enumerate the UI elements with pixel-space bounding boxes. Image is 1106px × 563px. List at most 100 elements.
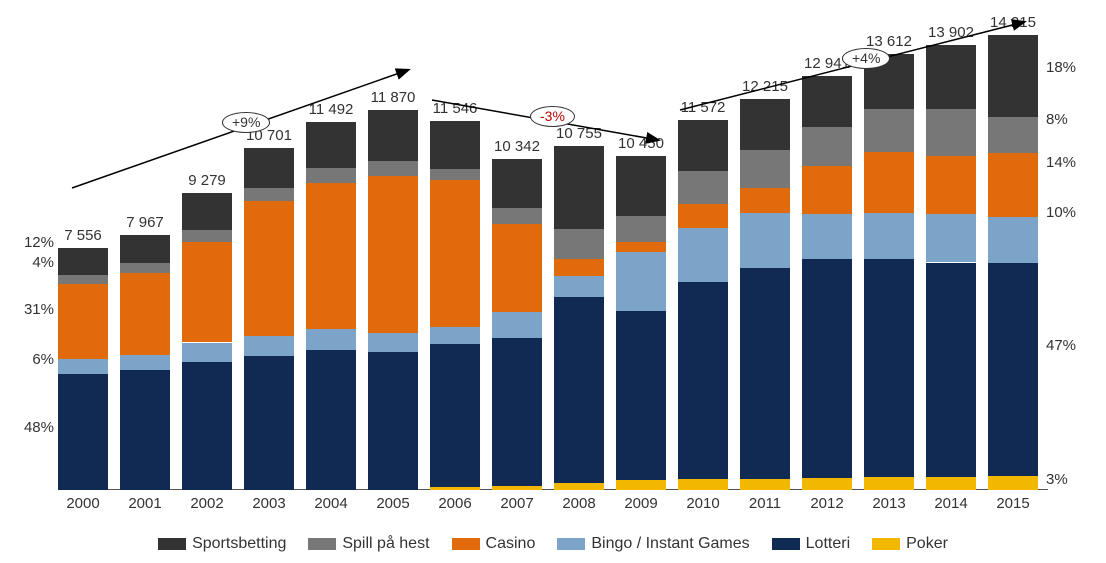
segment-sports [678,120,728,171]
segment-sports [740,99,790,150]
legend-label: Sportsbetting [192,535,286,553]
bar-total-label: 11 870 [371,89,416,106]
bar-2000: 7 556 [58,248,108,490]
pct-label-right: 14% [1046,154,1076,171]
pct-label-left: 48% [24,419,54,436]
segment-sports [492,159,542,208]
xtick-label: 2006 [438,495,471,512]
bar-2013: 13 612 [864,54,914,490]
segment-horse [926,109,976,156]
segment-horse [368,161,418,176]
segment-poker [740,479,790,490]
segment-sports [988,35,1038,117]
legend-label: Bingo / Instant Games [591,535,749,553]
segment-horse [864,109,914,153]
bar-2006: 11 546 [430,121,480,490]
bar-2002: 9 279 [182,193,232,490]
segment-horse [802,127,852,166]
segment-sports [120,235,170,263]
xtick-label: 2004 [314,495,347,512]
segment-casino [430,180,480,328]
segment-casino [306,183,356,329]
segment-sports [182,193,232,230]
trend-callout: +9% [222,112,270,133]
segment-bingo [58,359,108,373]
bar-total-label: 10 450 [618,135,664,152]
bar-2011: 12 215 [740,99,790,490]
pct-label-right: 3% [1046,471,1068,488]
segment-bingo [430,327,480,344]
segment-lotteri [182,362,232,490]
segment-horse [58,275,108,285]
segment-poker [802,478,852,490]
segment-horse [306,168,356,183]
segment-bingo [616,252,666,311]
bar-total-label: 7 967 [126,214,164,231]
segment-horse [182,230,232,242]
legend-item-poker: Poker [872,535,948,553]
bar-2004: 11 492 [306,122,356,490]
stacked-bar-chart: 7 5567 9679 27910 70111 49211 87011 5461… [0,0,1106,563]
segment-lotteri [802,259,852,478]
segment-bingo [678,228,728,282]
xtick-label: 2002 [190,495,223,512]
bar-2014: 13 902 [926,45,976,490]
segment-bingo [988,217,1038,263]
trend-callout: +4% [842,48,890,69]
segment-casino [244,201,294,335]
segment-lotteri [988,263,1038,477]
segment-lotteri [244,356,294,490]
legend-swatch [308,538,336,550]
segment-bingo [554,276,604,297]
bar-total-label: 13 902 [928,24,974,41]
segment-lotteri [678,282,728,479]
segment-sports [926,45,976,109]
segment-lotteri [492,338,542,486]
segment-sports [430,121,480,169]
bar-total-label: 11 572 [681,99,726,116]
bar-2010: 11 572 [678,120,728,490]
bar-total-label: 10 342 [494,138,540,155]
segment-poker [864,477,914,490]
legend-swatch [772,538,800,550]
xtick-label: 2007 [500,495,533,512]
bar-total-label: 12 215 [742,78,788,95]
xtick-label: 2003 [252,495,285,512]
segment-poker [988,476,1038,490]
bar-2003: 10 701 [244,148,294,490]
segment-horse [244,188,294,202]
segment-lotteri [58,374,108,490]
xtick-label: 2015 [996,495,1029,512]
segment-bingo [120,355,170,370]
pct-label-right: 18% [1046,59,1076,76]
legend: SportsbettingSpill på hestCasinoBingo / … [0,535,1106,553]
segment-bingo [244,336,294,356]
xtick-label: 2000 [66,495,99,512]
segment-casino [182,242,232,343]
segment-lotteri [926,263,976,477]
segment-horse [988,117,1038,153]
xtick-label: 2014 [934,495,967,512]
segment-lotteri [120,370,170,490]
segment-horse [616,216,666,242]
segment-lotteri [368,352,418,490]
legend-swatch [452,538,480,550]
xtick-label: 2008 [562,495,595,512]
segment-casino [368,176,418,333]
segment-poker [678,479,728,490]
xtick-label: 2011 [749,495,781,512]
segment-casino [864,152,914,213]
segment-sports [244,148,294,188]
segment-lotteri [616,311,666,481]
legend-item-sports: Sportsbetting [158,535,286,553]
segment-sports [616,156,666,217]
segment-casino [740,188,790,214]
segment-bingo [864,213,914,258]
legend-label: Spill på hest [342,535,429,553]
xtick-label: 2005 [376,495,409,512]
bar-2007: 10 342 [492,159,542,490]
xtick-label: 2012 [810,495,843,512]
pct-label-left: 31% [24,301,54,318]
segment-bingo [740,213,790,267]
bar-2009: 10 450 [616,156,666,490]
